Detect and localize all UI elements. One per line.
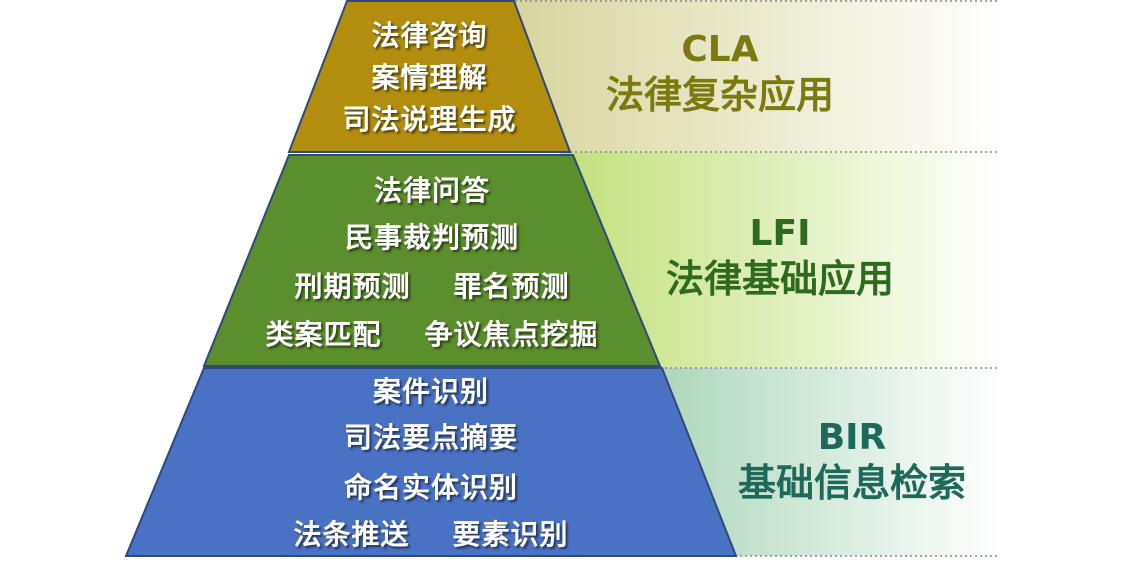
tier-cla-code: CLA [681,29,759,70]
tier-lfi-shape [202,154,662,367]
tier-lfi-items: 法律问答 民事裁判预测 刑期预测 罪名预测 类案匹配 争议焦点挖掘 [204,155,660,366]
item-case-identification: 案件识别 [372,375,489,408]
item-civil-judgment-prediction: 民事裁判预测 [344,221,519,254]
item-case-understanding: 案情理解 [371,61,488,94]
tier-cla-label: CLA 法律复杂应用 [585,28,855,118]
tier-bir-items: 案件识别 司法要点摘要 命名实体识别 法条推送 要素识别 [126,368,736,556]
item-similar-case-dispute-mining: 类案匹配 争议焦点挖掘 [265,318,599,351]
tier-lfi-label: LFI 法律基础应用 [640,212,920,302]
tier-bir-code: BIR [817,417,887,458]
tier-cla-items: 法律咨询 案情理解 司法说理生成 [289,0,570,152]
tier-bir-shape [124,367,738,557]
item-judicial-reasoning-generation: 司法说理生成 [342,103,517,136]
band-cla [500,0,1000,152]
tier-bir-name: 基础信息检索 [737,461,966,505]
tier-cla-shape [287,0,572,153]
item-judicial-summary: 司法要点摘要 [343,421,518,454]
tier-lfi-name: 法律基础应用 [665,257,894,301]
item-legal-qa: 法律问答 [373,174,490,207]
item-named-entity-recognition: 命名实体识别 [343,471,518,504]
item-legal-consultation: 法律咨询 [371,19,488,52]
item-sentence-charge-prediction: 刑期预测 罪名预测 [294,270,570,303]
tier-lfi-code: LFI [749,213,811,254]
item-article-recommendation-element-identification: 法条推送 要素识别 [293,518,569,551]
tier-cla-name: 法律复杂应用 [605,73,834,117]
tier-bir-label: BIR 基础信息检索 [712,416,992,506]
